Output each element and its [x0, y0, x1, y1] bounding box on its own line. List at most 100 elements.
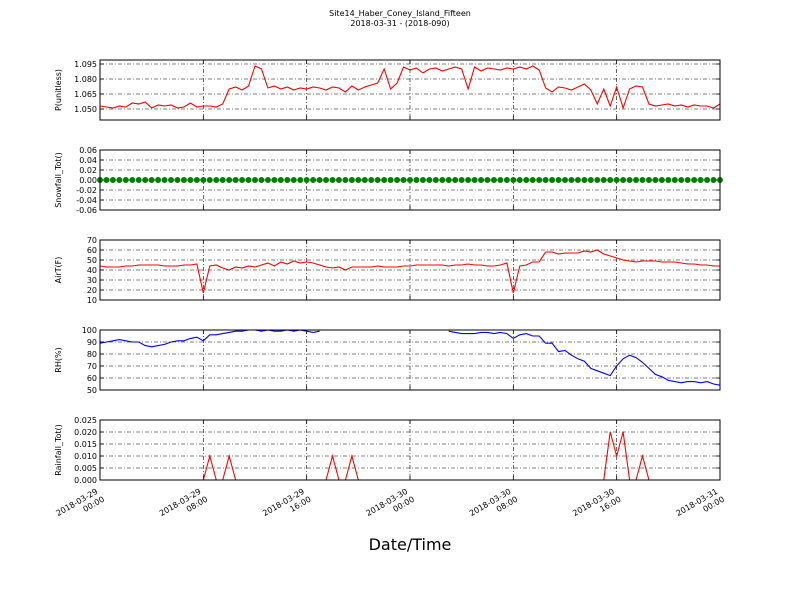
point	[342, 177, 349, 183]
y-axis-label: RH(%)	[54, 347, 63, 372]
point	[122, 177, 129, 183]
point	[174, 177, 181, 183]
y-tick-label: 40	[87, 266, 97, 275]
y-tick-label: 1.080	[74, 75, 97, 84]
point	[348, 177, 355, 183]
y-tick-label: 1.065	[74, 90, 97, 99]
point	[426, 177, 433, 183]
point	[252, 177, 258, 183]
point	[219, 177, 226, 183]
point	[271, 177, 278, 183]
point	[323, 177, 330, 183]
point	[297, 177, 304, 183]
y-tick-label: 80	[87, 350, 97, 359]
point	[387, 177, 394, 183]
point	[471, 177, 478, 183]
point	[193, 177, 200, 183]
point	[103, 177, 110, 183]
point	[335, 177, 342, 183]
point	[355, 177, 362, 183]
point	[303, 177, 310, 183]
point	[161, 177, 168, 183]
point	[536, 177, 543, 183]
point	[510, 177, 517, 183]
point	[206, 177, 213, 183]
point	[400, 177, 407, 183]
point	[439, 177, 446, 183]
point	[555, 177, 562, 183]
point	[374, 177, 381, 183]
line	[99, 249, 720, 294]
y-tick-label: 1.095	[74, 60, 97, 69]
point	[109, 177, 116, 183]
point	[465, 177, 472, 183]
point	[284, 177, 291, 183]
point	[155, 177, 162, 183]
y-axis-label: P(unitless)	[54, 69, 63, 111]
y-tick-label: 0.04	[79, 156, 97, 165]
plot-frame	[99, 419, 721, 481]
point	[361, 177, 368, 183]
y-tick-label: 0.06	[79, 146, 97, 155]
point	[600, 177, 607, 183]
point	[310, 177, 317, 183]
point	[639, 177, 646, 183]
chart-title: Site14_Haber_Coney_Island_Fifteen	[329, 9, 471, 18]
point	[658, 177, 665, 183]
y-tick-label: 90	[87, 338, 97, 347]
point	[581, 177, 588, 183]
point	[187, 177, 194, 183]
point	[180, 177, 187, 183]
point	[704, 177, 711, 183]
point	[607, 177, 614, 183]
point	[562, 177, 568, 183]
point	[226, 177, 233, 183]
point	[168, 177, 175, 183]
line	[99, 329, 721, 386]
y-axis-label: Rainfall_Tot()	[54, 424, 63, 476]
y-tick-label: 60	[87, 374, 97, 383]
y-tick-label: 100	[82, 326, 97, 335]
y-tick-label: 50	[87, 256, 97, 265]
point	[445, 177, 452, 183]
y-tick-label: 10	[87, 296, 97, 305]
y-tick-label: -0.04	[76, 196, 97, 205]
point	[665, 177, 672, 183]
point	[148, 177, 155, 183]
point	[413, 177, 420, 183]
point	[613, 177, 620, 183]
point	[484, 177, 491, 183]
point	[239, 177, 246, 183]
point	[316, 177, 323, 183]
y-axis-label: Snowfall_Tot()	[54, 152, 63, 208]
y-tick-label: 0.025	[74, 416, 97, 425]
point	[264, 177, 271, 183]
y-tick-label: 0.010	[74, 452, 97, 461]
point	[213, 177, 220, 183]
point	[652, 177, 659, 183]
point	[419, 177, 426, 183]
y-tick-label: 30	[87, 276, 97, 285]
point	[368, 177, 375, 183]
point	[232, 177, 239, 183]
point	[478, 177, 485, 183]
point	[258, 177, 265, 183]
point	[381, 177, 388, 183]
chart-subtitle: 2018-03-31 - (2018-090)	[350, 19, 449, 28]
point	[452, 177, 459, 183]
point	[407, 177, 413, 183]
point	[135, 177, 142, 183]
x-axis-label: Date/Time	[369, 535, 452, 554]
point	[710, 177, 717, 183]
point	[497, 177, 504, 183]
plot-frame	[99, 239, 721, 301]
point	[671, 177, 678, 183]
y-tick-label: 0.005	[74, 464, 97, 473]
y-tick-label: 1.050	[74, 105, 97, 114]
point	[620, 177, 627, 183]
point	[678, 177, 685, 183]
point	[684, 177, 691, 183]
point	[116, 177, 123, 183]
point	[633, 177, 640, 183]
y-tick-label: 60	[87, 246, 97, 255]
